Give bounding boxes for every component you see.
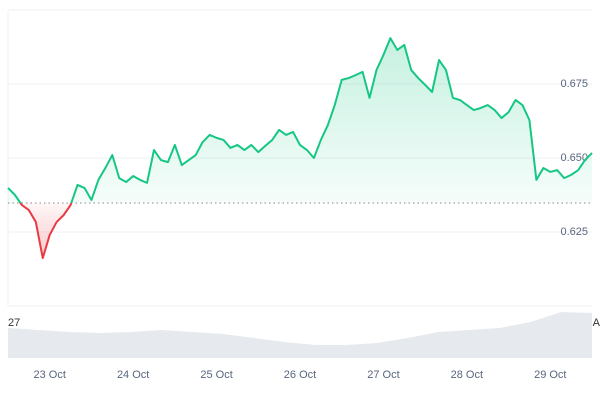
annotation: A bbox=[593, 317, 600, 329]
price-line bbox=[7, 37, 593, 260]
y-tick-label: 0.650 bbox=[560, 152, 588, 164]
x-tick-label: 29 Oct bbox=[534, 369, 566, 381]
x-tick-label: 28 Oct bbox=[451, 369, 483, 381]
volume-area bbox=[8, 312, 592, 358]
area-fill bbox=[8, 38, 592, 259]
x-tick-label: 25 Oct bbox=[200, 369, 232, 381]
y-tick-label: 0.625 bbox=[560, 226, 588, 238]
x-tick-label: 27 Oct bbox=[367, 369, 399, 381]
x-tick-label: 24 Oct bbox=[117, 369, 149, 381]
y-tick-label: 0.675 bbox=[560, 78, 588, 90]
x-tick-label: 23 Oct bbox=[34, 369, 66, 381]
x-tick-label: 26 Oct bbox=[284, 369, 316, 381]
annotation: 27 bbox=[8, 317, 20, 329]
